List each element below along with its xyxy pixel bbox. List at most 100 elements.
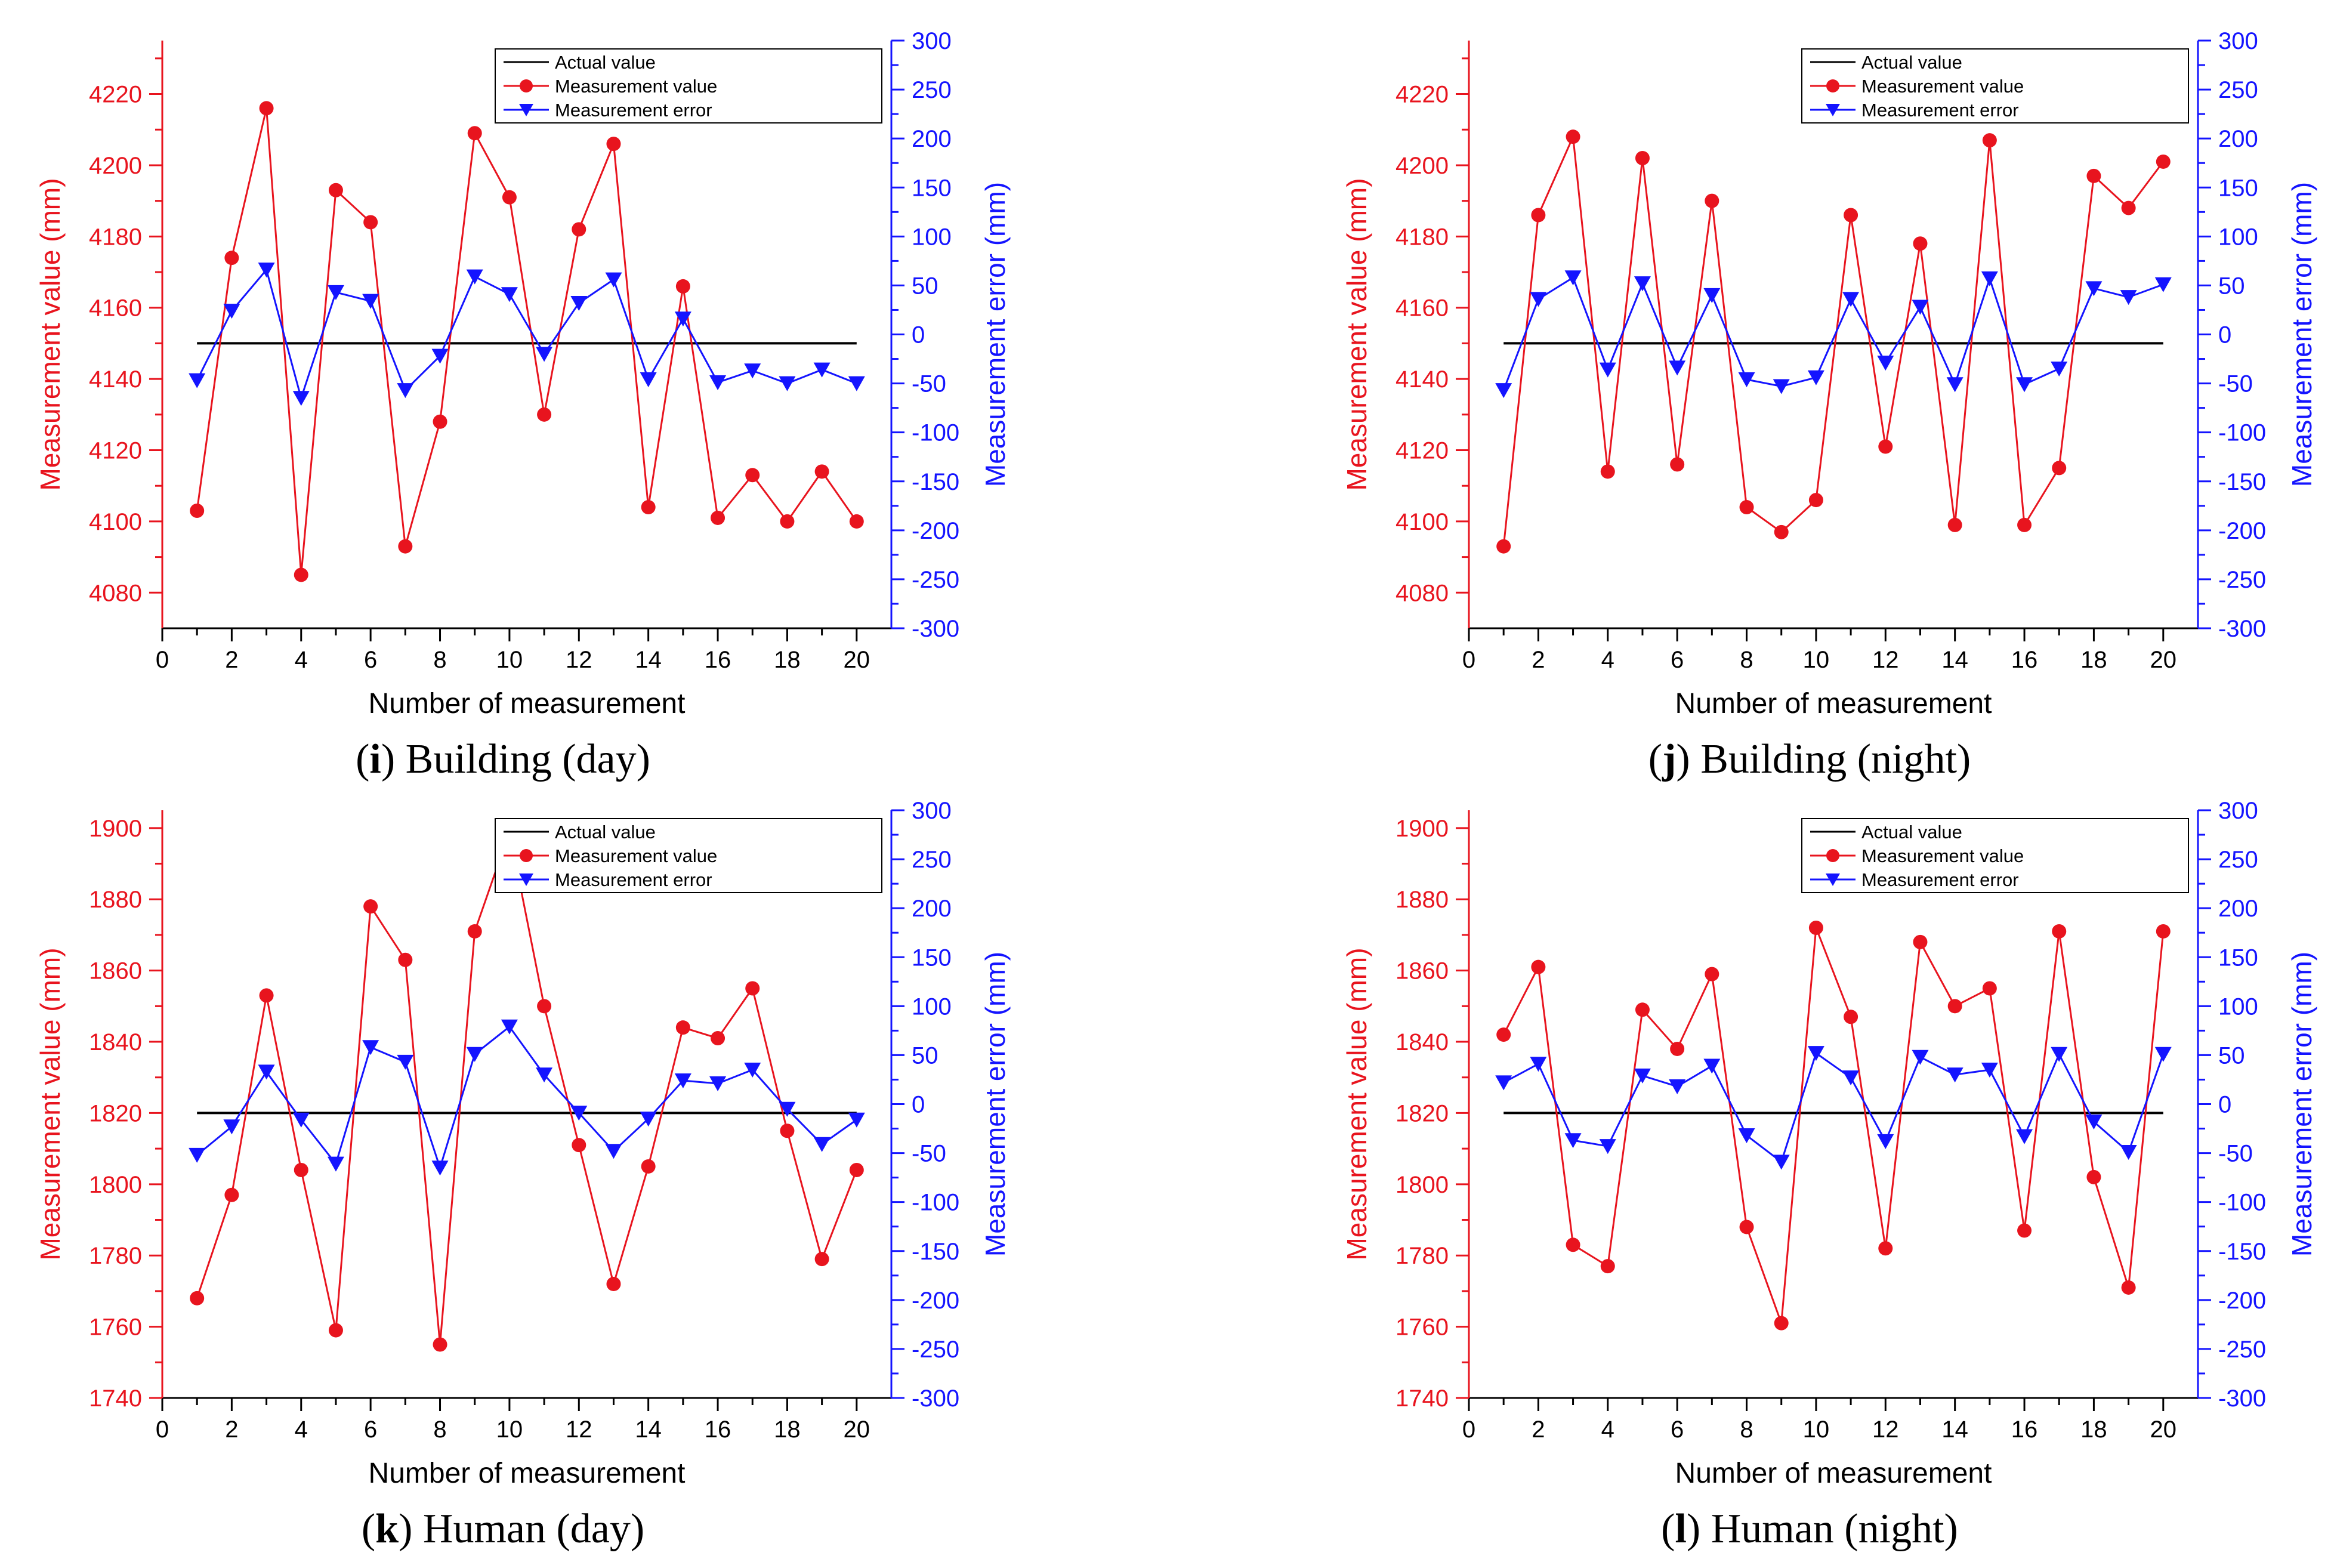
measurement-value-point <box>1844 208 1858 223</box>
caption-close-paren: ) <box>1676 736 1690 782</box>
panel-caption: (j) Building (night) <box>1648 736 1971 782</box>
legend-entry: Measurement value <box>555 845 717 866</box>
measurement-error-point <box>1842 1070 1860 1086</box>
right-y-tick-label: 200 <box>912 126 952 152</box>
x-tick-label: 0 <box>1462 647 1475 673</box>
x-tick-label: 0 <box>1462 1416 1475 1443</box>
x-tick-label: 16 <box>705 647 731 673</box>
right-y-tick-label: -250 <box>2218 567 2266 593</box>
measurement-error-point <box>2154 277 2172 292</box>
measurement-value-point <box>1947 517 1962 532</box>
x-tick-label: 2 <box>1532 647 1545 673</box>
measurement-error-point <box>1599 362 1616 378</box>
legend-marker-triangle <box>1826 873 1840 886</box>
right-y-tick-label: 100 <box>2218 993 2258 1020</box>
x-tick-label: 20 <box>844 1416 870 1443</box>
x-tick-label: 14 <box>635 647 662 673</box>
measurement-value-point <box>849 1162 864 1177</box>
measurement-value-point <box>224 1187 239 1202</box>
measurement-error-point <box>2154 1047 2172 1062</box>
right-y-tick-label: -50 <box>912 371 946 397</box>
measurement-value-point <box>363 215 378 230</box>
right-y-tick-label: -100 <box>2218 1190 2266 1216</box>
caption-open-paren: ( <box>362 1506 375 1552</box>
x-tick-label: 8 <box>1740 1416 1753 1443</box>
measurement-value-point <box>537 407 552 422</box>
left-y-tick-label: 1800 <box>89 1172 142 1198</box>
right-y-tick-label: 250 <box>912 847 952 873</box>
x-tick-label: 0 <box>156 1416 169 1443</box>
measurement-error-point <box>1634 1068 1651 1084</box>
legend-entry: Measurement error <box>1861 869 2019 890</box>
legend-box <box>1801 48 2189 124</box>
x-tick-label: 12 <box>566 1416 592 1443</box>
caption-letter: k <box>375 1506 399 1552</box>
series-line-3 <box>1502 276 2164 391</box>
measurement-value-point <box>641 1159 656 1174</box>
measurement-error-point <box>674 311 691 327</box>
x-tick-label: 8 <box>433 647 446 673</box>
x-tick-label: 20 <box>2150 647 2177 673</box>
legend-entry: Actual value <box>1861 52 1962 73</box>
measurement-value-point <box>1600 1259 1615 1274</box>
left-y-tick-label: 4200 <box>89 153 142 179</box>
right-y-tick-label: -150 <box>912 1239 959 1265</box>
caption-text: Building (day) <box>395 736 650 782</box>
measurement-value-point <box>780 514 795 529</box>
right-y-tick-label: 300 <box>2218 28 2258 54</box>
legend-entry: Actual value <box>555 822 656 842</box>
measurement-error-point <box>640 372 657 388</box>
left-y-tick-label: 4160 <box>1396 295 1449 322</box>
measurement-error-point <box>431 1160 449 1176</box>
measurement-value-point <box>259 988 274 1003</box>
measurement-value-point <box>2156 924 2171 939</box>
right-y-tick-label: -300 <box>912 1385 959 1412</box>
left-y-tick-label: 1900 <box>89 816 142 842</box>
right-y-tick-label: -50 <box>2218 1141 2253 1167</box>
left-y-tick-label: 1900 <box>1396 816 1449 842</box>
right-y-tick-label: 150 <box>2218 944 2258 971</box>
legend: Actual value Measurement value Measurement… <box>495 48 882 124</box>
left-y-tick-label: 1760 <box>1396 1314 1449 1341</box>
legend-marker-circle <box>1826 849 1839 862</box>
measurement-value-point <box>2086 168 2101 183</box>
series-line-3 <box>196 267 857 402</box>
measurement-value-point <box>1947 999 1962 1014</box>
measurement-value-point <box>1774 1316 1789 1331</box>
chart-panel-l: 0 2 4 6 8 10 12 14 16 18 2017401760178018001820184… <box>1341 798 2317 1552</box>
measurement-value-point <box>572 1138 586 1153</box>
right-y-tick-label: -100 <box>912 420 959 446</box>
measurement-error-point <box>1703 1058 1721 1074</box>
left-y-axis-title: Measurement value (mm) <box>1341 947 1372 1260</box>
measurement-value-point <box>606 1276 621 1291</box>
x-tick-label: 10 <box>496 647 523 673</box>
left-y-tick-label: 1860 <box>89 958 142 984</box>
measurement-error-point <box>744 363 761 379</box>
x-axis-title: Number of measurement <box>1675 688 1992 720</box>
left-y-tick-label: 1880 <box>1396 887 1449 913</box>
x-tick-label: 6 <box>364 647 377 673</box>
measurement-value-point <box>814 464 829 479</box>
x-tick-label: 10 <box>1803 647 1830 673</box>
series-line-3 <box>1503 1051 2165 1163</box>
right-y-tick-label: -50 <box>912 1141 946 1167</box>
measurement-value-point <box>2017 517 2032 532</box>
caption-open-paren: ( <box>1648 736 1662 782</box>
measurement-error-point <box>1842 292 1860 307</box>
measurement-value-point <box>1878 1241 1893 1256</box>
right-y-tick-label: -100 <box>912 1190 959 1216</box>
x-tick-label: 14 <box>1941 1416 1968 1443</box>
measurement-value-point <box>1774 524 1789 539</box>
measurement-value-point <box>328 1323 343 1338</box>
measurement-error-point <box>292 1112 310 1128</box>
series-line-2 <box>196 108 858 575</box>
measurement-error-point <box>189 1147 206 1163</box>
left-y-tick-label: 1820 <box>89 1100 142 1126</box>
measurement-error-point <box>1634 276 1651 292</box>
x-tick-label: 12 <box>1872 647 1899 673</box>
measurement-value-point <box>2052 924 2067 939</box>
right-y-tick-label: 150 <box>2218 175 2258 201</box>
measurement-error-point <box>1495 383 1512 399</box>
measurement-value-point <box>537 999 552 1014</box>
